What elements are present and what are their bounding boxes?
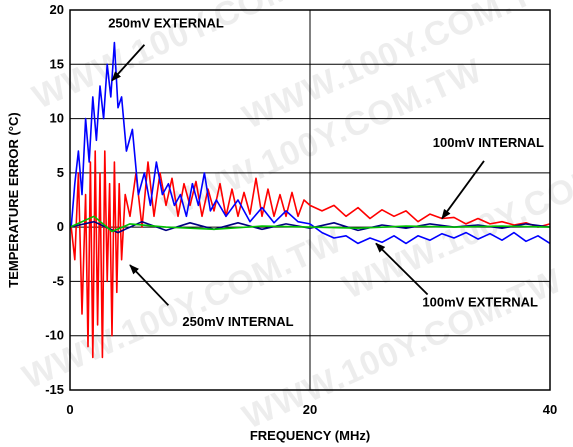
y-tick-label: 20 (50, 2, 64, 17)
annotation-arrow (129, 264, 170, 306)
plot-frame (69, 9, 551, 391)
annotation-arrow (375, 242, 429, 296)
tick-labels: -15 -10 -5 0 5 10 15 20 0 20 40 (45, 2, 557, 417)
y-tick-label: 15 (50, 56, 64, 71)
y-tick-label: -10 (45, 328, 64, 343)
series-line-red (70, 150, 551, 359)
grid (69, 9, 551, 391)
annotation-label: 250mV INTERNAL (182, 314, 293, 329)
y-tick-label: 10 (50, 111, 64, 126)
series-layer (69, 41, 551, 359)
y-axis-label: TEMPERATURE ERROR (°C) (6, 112, 21, 287)
x-tick-label: 20 (303, 402, 317, 417)
annotation-label: 100mV INTERNAL (433, 135, 544, 150)
series-line-navy (69, 220, 551, 234)
x-axis-label: FREQUENCY (MHz) (250, 428, 370, 443)
x-tick-label: 40 (543, 402, 557, 417)
y-tick-label: 0 (57, 219, 64, 234)
y-tick-label: 5 (57, 165, 64, 180)
annotations: 250mV EXTERNAL 100mV INTERNAL 250mV INTERN… (108, 15, 544, 329)
annotation-arrow (441, 160, 485, 220)
annotation-arrow (111, 44, 146, 82)
annotation-label: 250mV EXTERNAL (108, 15, 224, 30)
series-line-green (69, 215, 551, 233)
x-tick-label: 0 (66, 402, 73, 417)
y-tick-label: -15 (45, 382, 64, 397)
series-line-blue (70, 41, 551, 245)
annotation-label: 100mV EXTERNAL (422, 294, 538, 309)
y-tick-label: -5 (52, 273, 64, 288)
